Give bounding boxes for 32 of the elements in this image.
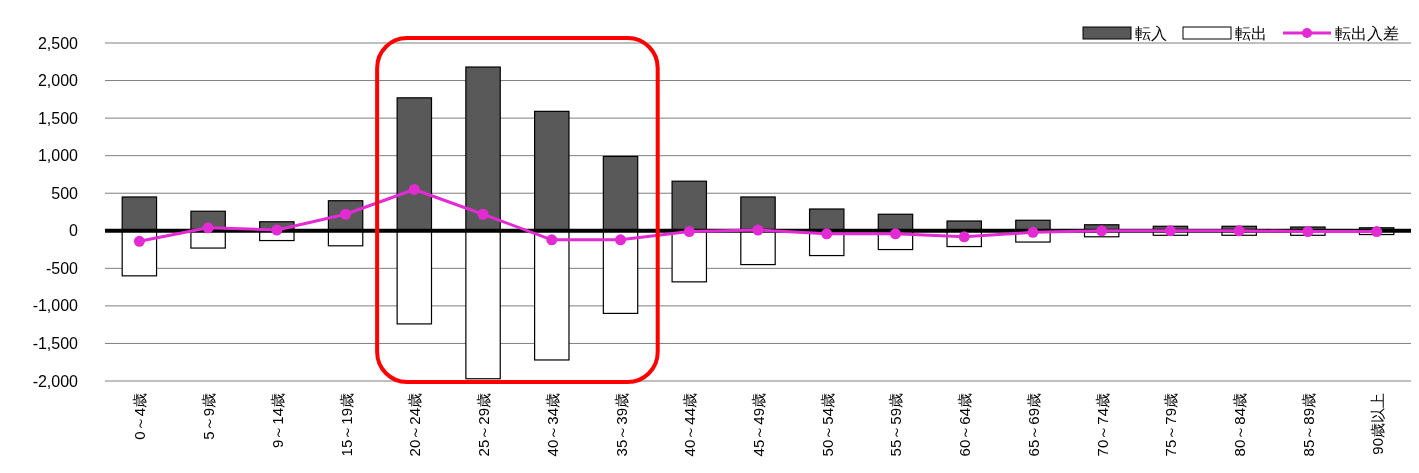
x-tick-label: 80～84歳 (1231, 393, 1249, 457)
y-tick-label: -500 (45, 259, 79, 277)
legend-label: 転出入差 (1335, 25, 1399, 42)
x-tick-label: 55～59歳 (887, 393, 905, 457)
x-tick-label: 5～9歳 (200, 393, 218, 440)
y-tick-label: 1,000 (37, 147, 79, 165)
y-tick-label: 2,000 (37, 72, 79, 90)
x-tick-label: 15～19歳 (337, 393, 355, 457)
x-tick-label: 65～69歳 (1024, 393, 1042, 457)
x-tick-label: 40～34歳 (543, 393, 561, 457)
x-tick-label: 90歳以上 (1368, 393, 1386, 455)
y-tick-label: 0 (69, 222, 79, 240)
x-tick-label: 60～64歳 (956, 393, 974, 457)
x-tick-label: 40～44歳 (681, 393, 699, 457)
y-tick-label: -1,000 (32, 297, 79, 315)
x-tick-label: 0～4歳 (131, 393, 149, 440)
y-tick-label: 1,500 (37, 109, 79, 127)
x-tick-label: 50～54歳 (818, 393, 836, 457)
x-tick-label: 20～24歳 (406, 393, 424, 457)
legend-label: 転出 (1235, 25, 1267, 42)
x-tick-label: 70～74歳 (1093, 393, 1111, 457)
x-tick-label: 75～79歳 (1162, 393, 1180, 457)
x-tick-label: 9～14歳 (268, 393, 286, 449)
y-tick-label: -2,000 (32, 372, 79, 390)
y-tick-label: -1,500 (32, 335, 79, 353)
legend-label: 転入 (1135, 25, 1167, 42)
x-tick-label: 85～89歳 (1299, 393, 1317, 457)
x-tick-label: 45～49歳 (750, 393, 767, 457)
y-tick-label: 2,500 (37, 34, 79, 52)
x-tick-label: 25～29歳 (475, 393, 493, 457)
y-tick-label: 500 (51, 184, 79, 202)
x-tick-label: 35～39歳 (612, 393, 630, 457)
